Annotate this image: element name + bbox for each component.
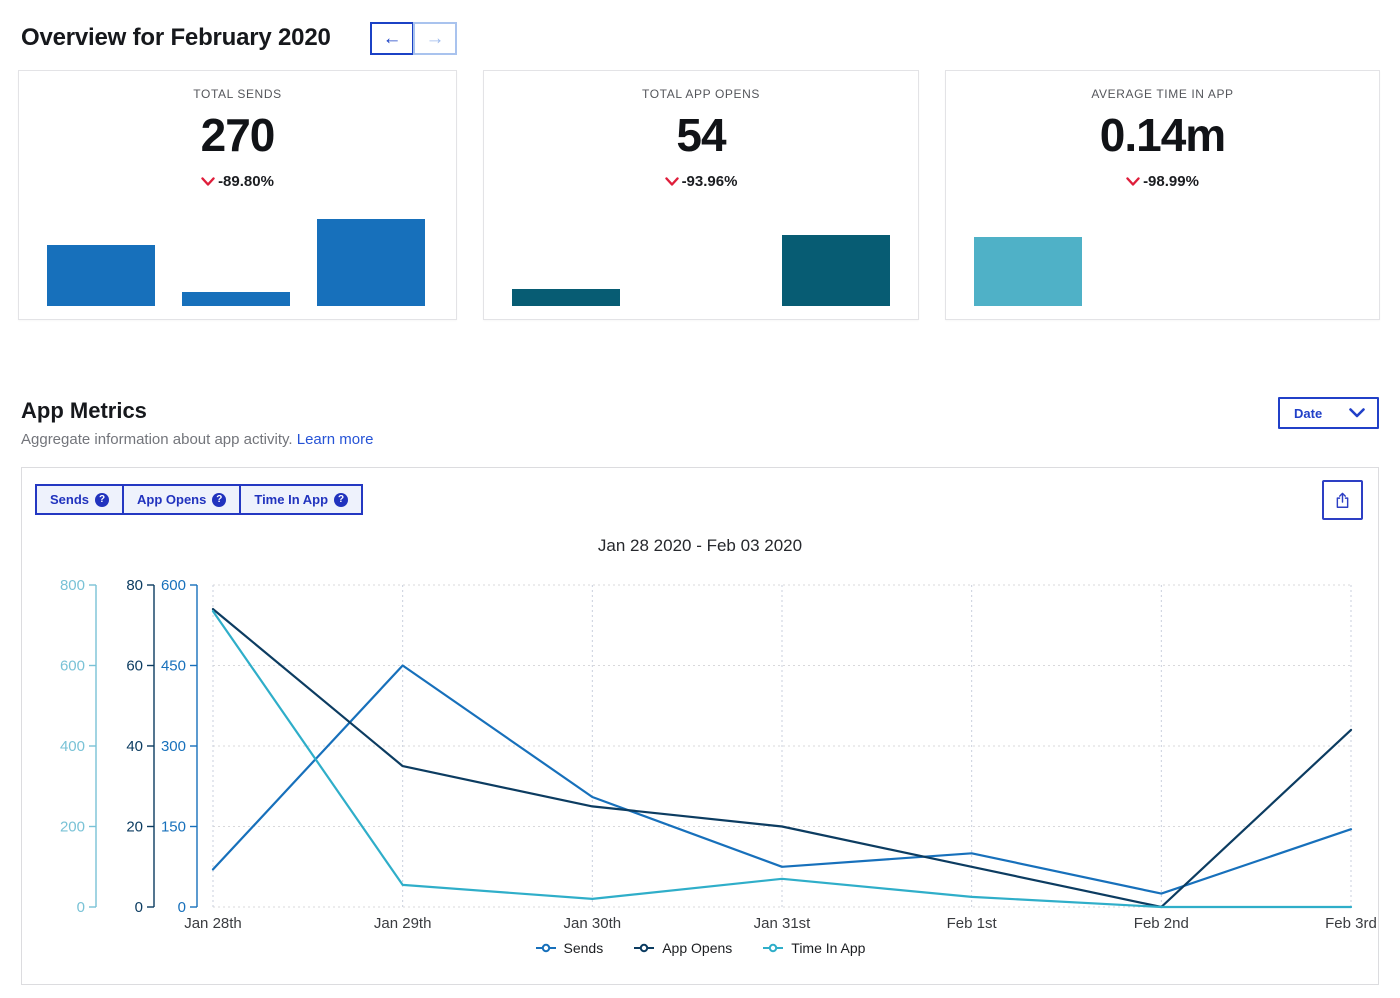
arrow-right-icon: → (425, 27, 445, 49)
card-label: TOTAL APP OPENS (642, 87, 760, 101)
line-marker-icon (763, 943, 784, 953)
mini-bar (974, 237, 1082, 306)
card-delta: -89.80% (19, 173, 456, 190)
tab-sends[interactable]: Sends ? (35, 484, 125, 515)
svg-text:80: 80 (126, 577, 143, 594)
svg-text:Jan 30th: Jan 30th (564, 915, 622, 932)
legend-label: App Opens (662, 940, 733, 956)
svg-text:200: 200 (60, 819, 85, 836)
svg-text:600: 600 (60, 658, 85, 675)
svg-text:Jan 29th: Jan 29th (374, 915, 432, 932)
app-metrics-panel: Sends ? App Opens ? Time In App ? Jan 28… (21, 467, 1379, 985)
sparkline-bars (47, 211, 425, 306)
previous-month-button[interactable]: ← (370, 22, 414, 55)
total-sends-card: TOTAL SENDS 270 -89.80% (18, 70, 457, 320)
chart-title: Jan 28 2020 - Feb 03 2020 (597, 536, 803, 555)
card-value: 270 (200, 109, 276, 161)
svg-text:60: 60 (126, 658, 143, 675)
total-app-opens-card: TOTAL APP OPENS 54 -93.96% (483, 70, 919, 320)
help-icon[interactable]: ? (334, 492, 349, 507)
mini-bar (317, 219, 425, 306)
overview-stat-cards: TOTAL SENDS 270 -89.80% TOTAL APP OPENS … (18, 70, 1380, 320)
line-marker-icon (634, 943, 655, 953)
sparkline-bars (974, 211, 1352, 306)
app-metrics-line-chart: 800 600 400 200 0 80 60 40 20 0 600 450 300 150 0 Jan 2… (22, 569, 1380, 941)
card-value: 54 (676, 109, 726, 161)
date-dropdown[interactable]: Date (1278, 397, 1379, 429)
chevron-down-red-icon (1126, 177, 1140, 186)
legend-item-time-in-app[interactable]: Time In App (762, 940, 865, 956)
card-label: TOTAL SENDS (193, 87, 282, 101)
legend-label: Time In App (791, 940, 866, 956)
page-title: Overview for February 2020 (21, 24, 331, 51)
delta-value: -98.99% (1143, 173, 1199, 191)
tab-label: Time In App (254, 492, 329, 507)
card-delta: -93.96% (484, 173, 918, 190)
chart-legend: Sends App Opens Time In App (22, 940, 1378, 956)
svg-text:Feb 3rd: Feb 3rd (1325, 915, 1377, 932)
svg-text:Feb 2nd: Feb 2nd (1134, 915, 1189, 932)
svg-text:400: 400 (60, 738, 85, 755)
svg-text:0: 0 (178, 899, 186, 916)
svg-text:Jan 28th: Jan 28th (184, 915, 242, 932)
share-export-icon (1336, 492, 1349, 508)
chevron-down-red-icon (201, 177, 215, 186)
mini-bar (512, 289, 620, 306)
svg-text:600: 600 (161, 577, 186, 594)
legend-item-app-opens[interactable]: App Opens (633, 940, 732, 956)
mini-bar (782, 235, 890, 306)
delta-value: -93.96% (681, 173, 738, 191)
month-nav: ← → (370, 22, 457, 55)
svg-text:150: 150 (161, 819, 186, 836)
legend-label: Sends (563, 940, 604, 956)
tab-label: Sends (50, 492, 90, 507)
svg-text:20: 20 (126, 819, 143, 836)
section-title: App Metrics (21, 398, 147, 423)
delta-value: -89.80% (218, 173, 274, 191)
card-delta: -98.99% (946, 173, 1379, 190)
sparkline-bars (512, 211, 890, 306)
legend-item-sends[interactable]: Sends (535, 940, 604, 956)
help-icon[interactable]: ? (95, 492, 110, 507)
svg-text:0: 0 (135, 899, 143, 916)
svg-text:Jan 31st: Jan 31st (754, 915, 812, 932)
mini-bar (182, 292, 290, 306)
svg-text:800: 800 (60, 577, 85, 594)
arrow-left-icon: ← (382, 27, 402, 49)
svg-text:40: 40 (126, 738, 143, 755)
help-icon[interactable]: ? (212, 492, 227, 507)
svg-text:Feb 1st: Feb 1st (947, 915, 998, 932)
date-dropdown-label: Date (1294, 405, 1323, 421)
tab-label: App Opens (137, 492, 207, 507)
section-subtitle: Aggregate information about app activity… (21, 431, 373, 448)
tab-app-opens[interactable]: App Opens ? (122, 484, 242, 515)
export-button[interactable] (1322, 480, 1363, 520)
tab-time-in-app[interactable]: Time In App ? (239, 484, 364, 515)
chevron-down-red-icon (664, 177, 679, 186)
metric-tabs: Sends ? App Opens ? Time In App ? (35, 484, 364, 515)
svg-text:300: 300 (161, 738, 186, 755)
svg-text:0: 0 (77, 899, 85, 916)
learn-more-link[interactable]: Learn more (296, 431, 374, 448)
mini-bar (47, 245, 155, 306)
chevron-down-icon (1349, 408, 1365, 418)
card-label: AVERAGE TIME IN APP (1091, 87, 1234, 101)
line-marker-icon (535, 943, 556, 953)
subtitle-text: Aggregate information about app activity… (21, 431, 293, 448)
next-month-button[interactable]: → (413, 22, 457, 55)
svg-text:450: 450 (161, 658, 186, 675)
average-time-in-app-card: AVERAGE TIME IN APP 0.14m -98.99% (945, 70, 1380, 320)
card-value: 0.14m (1099, 109, 1226, 161)
